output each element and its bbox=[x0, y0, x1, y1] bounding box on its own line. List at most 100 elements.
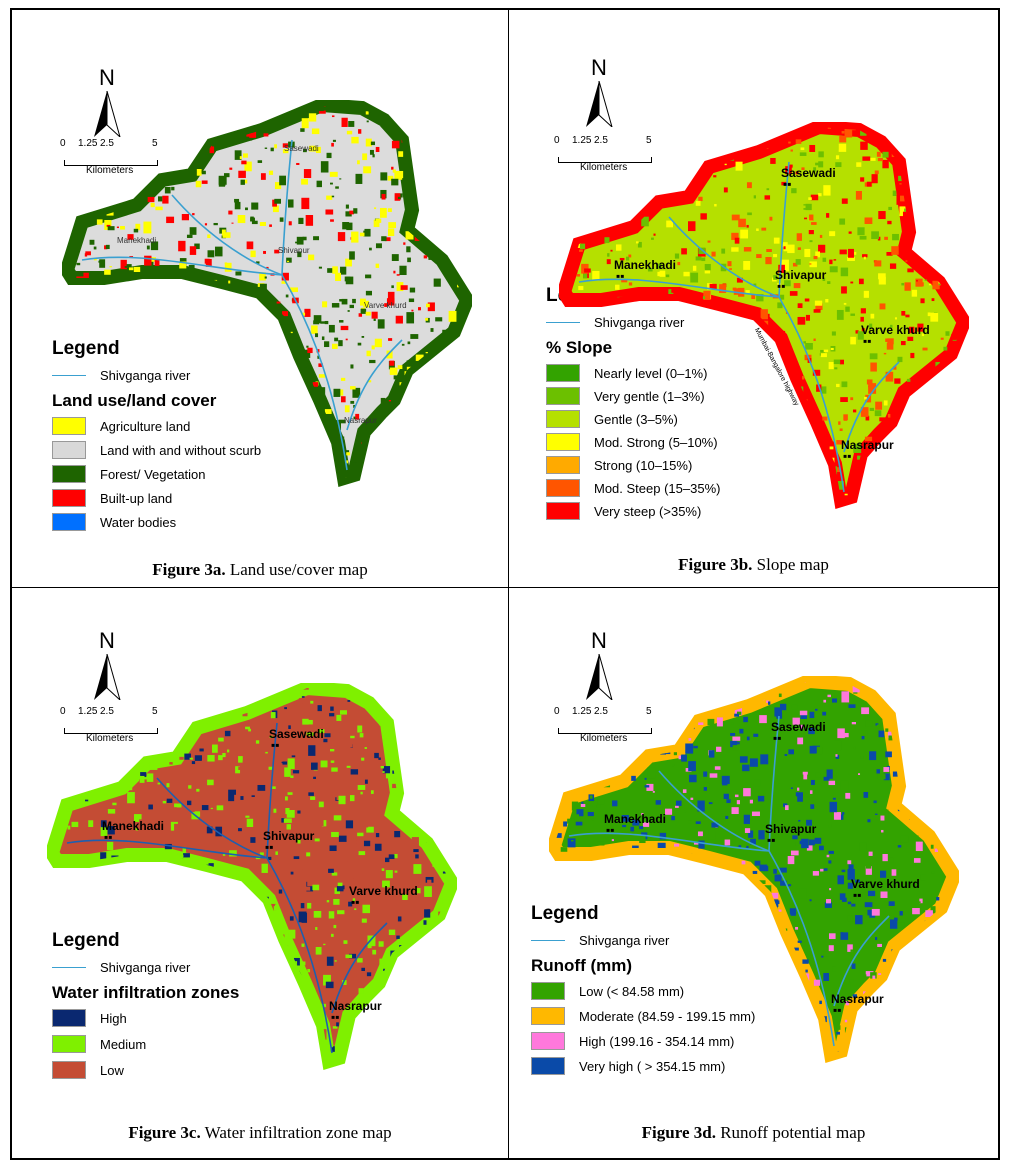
land-class-patch bbox=[795, 926, 799, 930]
land-class-patch bbox=[308, 254, 315, 261]
land-class-patch bbox=[439, 105, 446, 109]
land-class-patch bbox=[785, 492, 790, 497]
land-class-patch bbox=[193, 473, 199, 478]
land-class-patch bbox=[147, 421, 156, 432]
land-class-patch bbox=[703, 787, 707, 791]
land-class-patch bbox=[105, 933, 113, 941]
land-class-patch bbox=[556, 1003, 563, 1010]
land-class-patch bbox=[325, 465, 333, 473]
land-class-patch bbox=[269, 735, 273, 738]
scale-bar: 0 1.25 2.5 5 Kilometers bbox=[60, 138, 170, 176]
land-class-patch bbox=[836, 383, 840, 388]
land-class-patch bbox=[64, 930, 70, 933]
land-class-patch bbox=[367, 944, 372, 949]
land-class-patch bbox=[126, 1050, 133, 1058]
land-class-patch bbox=[162, 195, 169, 204]
land-class-patch bbox=[240, 946, 246, 950]
land-class-patch bbox=[810, 1038, 814, 1043]
land-class-patch bbox=[324, 341, 330, 348]
land-class-patch bbox=[858, 773, 861, 775]
land-class-patch bbox=[843, 302, 847, 305]
land-class-patch bbox=[967, 408, 969, 413]
land-class-patch bbox=[312, 1036, 316, 1042]
land-class-patch bbox=[156, 297, 164, 306]
land-class-patch bbox=[714, 133, 721, 138]
land-class-patch bbox=[572, 1025, 579, 1033]
land-class-patch bbox=[724, 988, 729, 992]
land-class-patch bbox=[72, 1052, 77, 1058]
land-class-patch bbox=[456, 179, 462, 183]
land-class-patch bbox=[809, 240, 813, 243]
land-class-patch bbox=[870, 1019, 876, 1026]
land-class-patch bbox=[702, 296, 706, 300]
land-class-patch bbox=[245, 726, 250, 730]
land-class-patch bbox=[697, 1024, 702, 1029]
land-class-patch bbox=[882, 958, 887, 962]
land-class-patch bbox=[110, 749, 118, 759]
watershed-map bbox=[62, 100, 472, 490]
land-class-patch bbox=[284, 796, 288, 801]
land-class-patch bbox=[554, 1052, 561, 1054]
land-class-patch bbox=[750, 409, 757, 413]
legend: Legend Shivganga river Water infiltratio… bbox=[52, 930, 239, 1087]
land-class-patch bbox=[565, 1019, 573, 1030]
settlement-icon: ▪▪ bbox=[853, 888, 862, 902]
land-class-patch bbox=[235, 766, 241, 774]
legend-item: Low bbox=[52, 1061, 239, 1079]
land-class-patch bbox=[848, 248, 854, 258]
land-class-patch bbox=[678, 159, 685, 168]
land-class-patch bbox=[225, 396, 229, 399]
land-class-patch bbox=[589, 173, 595, 178]
land-class-patch bbox=[172, 1045, 180, 1055]
land-class-patch bbox=[802, 476, 808, 480]
land-class-patch bbox=[286, 435, 295, 447]
scale-tick: 5 bbox=[152, 706, 158, 717]
land-class-patch bbox=[787, 164, 793, 168]
land-class-patch bbox=[781, 181, 788, 186]
land-class-patch bbox=[724, 839, 731, 846]
land-class-patch bbox=[206, 380, 212, 384]
land-class-patch bbox=[668, 325, 675, 331]
land-class-patch bbox=[446, 482, 452, 490]
land-class-patch bbox=[243, 340, 250, 349]
land-class-patch bbox=[462, 359, 467, 364]
land-class-patch bbox=[906, 716, 912, 721]
land-class-patch bbox=[654, 141, 658, 146]
land-class-patch bbox=[409, 287, 416, 293]
land-class-patch bbox=[907, 761, 915, 769]
land-class-patch bbox=[197, 1036, 204, 1047]
land-class-patch bbox=[606, 161, 611, 166]
land-class-patch bbox=[758, 899, 762, 903]
land-class-patch bbox=[593, 162, 598, 168]
land-class-patch bbox=[564, 452, 565, 457]
land-class-patch bbox=[403, 242, 406, 245]
land-class-patch bbox=[609, 357, 614, 363]
land-class-patch bbox=[914, 155, 920, 161]
land-class-patch bbox=[423, 178, 431, 186]
land-class-patch bbox=[391, 178, 399, 186]
land-class-patch bbox=[628, 282, 633, 286]
land-class-patch bbox=[438, 385, 444, 394]
shivganga-river bbox=[266, 722, 278, 859]
land-class-patch bbox=[773, 237, 780, 244]
land-class-patch bbox=[135, 827, 139, 831]
land-class-patch bbox=[196, 1036, 202, 1040]
land-class-patch bbox=[733, 914, 739, 922]
land-class-patch bbox=[753, 195, 756, 199]
land-class-patch bbox=[697, 363, 704, 368]
land-class-patch bbox=[711, 822, 719, 828]
land-class-patch bbox=[949, 818, 954, 823]
land-class-patch bbox=[191, 334, 198, 341]
land-class-patch bbox=[628, 489, 636, 497]
land-class-patch bbox=[407, 341, 411, 345]
land-class-patch bbox=[387, 291, 395, 300]
land-class-patch bbox=[583, 979, 587, 984]
land-class-patch bbox=[63, 151, 67, 153]
land-class-patch bbox=[797, 737, 804, 745]
land-class-patch bbox=[597, 796, 605, 805]
land-class-patch bbox=[246, 994, 252, 999]
land-class-patch bbox=[231, 222, 234, 224]
land-class-patch bbox=[689, 774, 697, 783]
land-class-patch bbox=[373, 318, 376, 321]
land-class-patch bbox=[691, 946, 694, 949]
